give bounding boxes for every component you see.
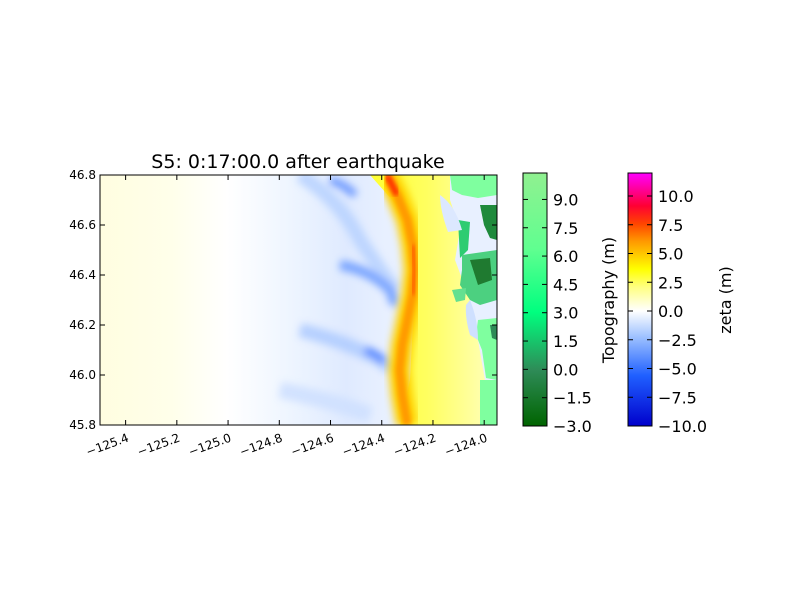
x-tick-label: −124.0 xyxy=(443,431,490,459)
colorbar-tick-label: 0.0 xyxy=(658,302,683,321)
x-tick-label: −124.2 xyxy=(391,431,438,459)
x-tick-label: −124.6 xyxy=(289,431,336,459)
colorbar-tick-label: −7.5 xyxy=(658,388,697,407)
colorbar-tick-label: 9.0 xyxy=(553,190,578,209)
land-topography xyxy=(440,175,497,425)
colorbar-tick-label: 3.0 xyxy=(553,304,578,323)
positive-zone xyxy=(370,175,485,425)
chart-title: S5: 0:17:00.0 after earthquake xyxy=(151,151,444,173)
x-tick-label: −124.4 xyxy=(340,431,387,459)
wave-front-layer xyxy=(377,175,427,425)
colorbar-tick-label: 7.5 xyxy=(553,219,578,238)
colorbar-tick-label: 2.5 xyxy=(658,273,683,292)
zeta-colorbar-bar xyxy=(627,172,653,427)
colorbar-tick-label: −5.0 xyxy=(658,360,697,379)
x-tick-label: −125.2 xyxy=(135,431,182,459)
y-tick-label: 46.2 xyxy=(69,318,96,332)
y-tick-label: 46.4 xyxy=(69,268,96,282)
topography-colorbar: −3.0 −1.5 0.0 1.5 3.0 4.5 6.0 7.5 9.0 Topography… xyxy=(522,172,618,436)
wave-crest-peak-north xyxy=(384,175,400,197)
colorbar-tick-label: −2.5 xyxy=(658,331,697,350)
zeta-colorbar-ticks: −10.0 −7.5 −5.0 −2.5 0.0 2.5 5.0 7.5 10.0 xyxy=(628,187,707,436)
topography-colorbar-label: Topography (m) xyxy=(599,237,618,364)
topography-colorbar-ticks: −3.0 −1.5 0.0 1.5 3.0 4.5 6.0 7.5 9.0 xyxy=(523,190,592,436)
x-tick-label: −125.4 xyxy=(84,431,131,459)
colorbar-tick-label: −10.0 xyxy=(658,417,707,436)
colorbar-tick-label: 6.0 xyxy=(553,247,578,266)
colorbar-tick-label: −3.0 xyxy=(553,417,592,436)
plot-frame xyxy=(99,174,498,426)
y-axis: 45.8 46.0 46.2 46.4 46.6 46.8 xyxy=(69,168,497,432)
colorbar-tick-label: 1.5 xyxy=(553,332,578,351)
y-tick-label: 46.8 xyxy=(69,168,96,182)
y-tick-label: 46.0 xyxy=(69,368,96,382)
x-tick-label: −124.8 xyxy=(238,431,285,459)
colorbar-tick-label: 10.0 xyxy=(658,187,694,206)
y-tick-label: 46.6 xyxy=(69,218,96,232)
plot-area xyxy=(100,175,497,425)
x-tick-label: −125.0 xyxy=(187,431,234,459)
zeta-colorbar: −10.0 −7.5 −5.0 −2.5 0.0 2.5 5.0 7.5 10.0 zeta (… xyxy=(627,172,735,436)
y-tick-label: 45.8 xyxy=(69,418,96,432)
colorbar-tick-label: 5.0 xyxy=(658,245,683,264)
trough-features xyxy=(278,175,401,423)
zeta-colorbar-label: zeta (m) xyxy=(716,266,735,333)
topography-colorbar-bar xyxy=(522,172,548,427)
colorbar-tick-label: −1.5 xyxy=(553,389,592,408)
colorbar-tick-label: 4.5 xyxy=(553,275,578,294)
colorbar-tick-label: 7.5 xyxy=(658,216,683,235)
wave-crest-peak-mid xyxy=(409,244,419,296)
colorbar-tick-label: 0.0 xyxy=(553,360,578,379)
